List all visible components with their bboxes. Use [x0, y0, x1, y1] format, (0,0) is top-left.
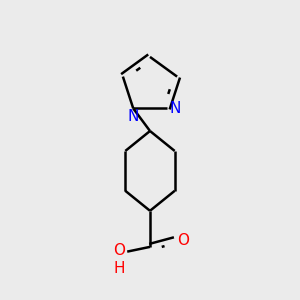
Text: O: O — [177, 233, 189, 248]
Text: N: N — [169, 101, 181, 116]
Text: N: N — [127, 110, 139, 124]
Text: H: H — [114, 261, 125, 276]
Text: O: O — [113, 243, 125, 258]
